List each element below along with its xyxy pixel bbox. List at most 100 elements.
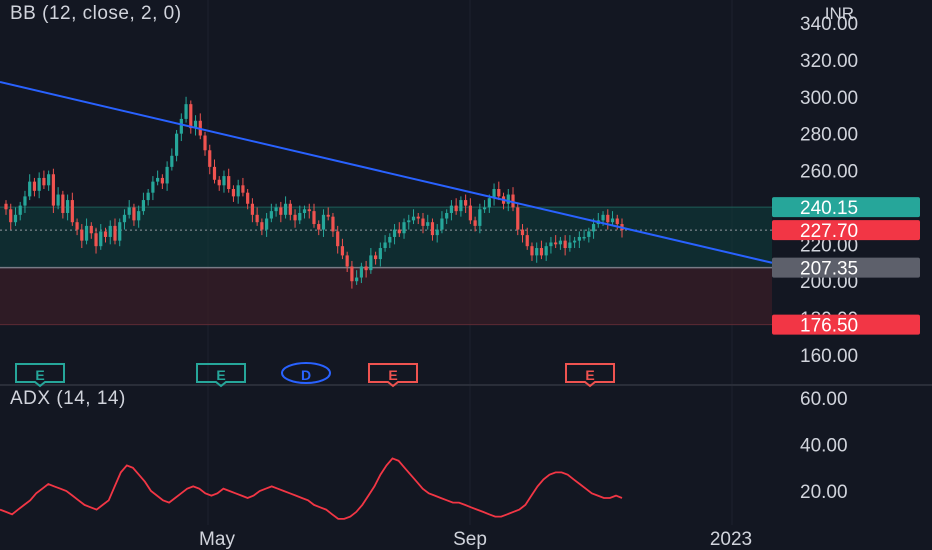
y-tick-label: 300.00 bbox=[800, 88, 858, 109]
candle bbox=[241, 185, 245, 193]
candle bbox=[260, 222, 264, 230]
candle bbox=[75, 222, 79, 230]
price-label-box bbox=[772, 197, 920, 218]
candle bbox=[113, 225, 117, 241]
candle bbox=[416, 216, 420, 219]
candle bbox=[4, 203, 8, 210]
candle bbox=[141, 200, 146, 212]
candle bbox=[331, 216, 335, 232]
event-marker-label: D bbox=[301, 367, 311, 383]
price-label: 207.35 bbox=[800, 259, 858, 280]
candle bbox=[392, 229, 397, 237]
candle bbox=[530, 246, 534, 256]
candle bbox=[350, 266, 354, 282]
candle bbox=[321, 214, 326, 230]
candle bbox=[539, 248, 544, 256]
candle bbox=[317, 224, 321, 230]
candle bbox=[525, 235, 529, 247]
candle bbox=[236, 185, 240, 197]
candle bbox=[89, 225, 93, 234]
candle bbox=[193, 120, 198, 129]
candle bbox=[355, 277, 359, 282]
candle bbox=[615, 218, 619, 225]
candle bbox=[66, 200, 70, 213]
candle bbox=[61, 194, 65, 213]
candle bbox=[28, 181, 32, 197]
candle bbox=[591, 224, 596, 232]
y-tick-label: 260.00 bbox=[800, 162, 858, 183]
candle bbox=[388, 236, 392, 243]
trendline[interactable] bbox=[0, 81, 773, 264]
adx-y-tick-label: 60.00 bbox=[800, 389, 848, 410]
candle bbox=[23, 196, 27, 206]
adx-label[interactable]: ADX (14, 14) bbox=[10, 388, 126, 409]
dividend-marker[interactable] bbox=[281, 362, 331, 384]
candle bbox=[122, 214, 127, 223]
candle bbox=[516, 207, 520, 230]
candle bbox=[9, 209, 13, 223]
candle bbox=[208, 150, 212, 167]
y-tick-label: 160.00 bbox=[800, 346, 858, 367]
candle bbox=[298, 212, 302, 221]
earnings-marker[interactable] bbox=[196, 363, 246, 388]
earnings-marker[interactable] bbox=[565, 363, 615, 388]
candle bbox=[378, 248, 382, 260]
candle bbox=[402, 222, 406, 234]
candle bbox=[32, 181, 37, 191]
candle bbox=[160, 177, 164, 184]
candle bbox=[137, 211, 141, 221]
candle bbox=[554, 242, 558, 245]
candle bbox=[203, 135, 207, 151]
adx-y-tick-label: 40.00 bbox=[800, 436, 848, 457]
x-tick-label: May bbox=[199, 529, 235, 550]
candle bbox=[99, 231, 103, 247]
price-label: 227.70 bbox=[800, 221, 858, 242]
candle bbox=[118, 222, 122, 241]
candle bbox=[231, 189, 236, 197]
candle bbox=[421, 218, 425, 226]
candle bbox=[407, 220, 411, 223]
candle bbox=[184, 104, 188, 119]
candle bbox=[610, 218, 615, 223]
candle bbox=[492, 189, 496, 199]
candle bbox=[56, 194, 60, 206]
candle bbox=[478, 209, 482, 226]
x-tick-label: 2023 bbox=[710, 529, 752, 550]
earnings-marker[interactable] bbox=[15, 363, 65, 388]
adx-line bbox=[0, 457, 623, 520]
candle bbox=[279, 207, 283, 215]
candle bbox=[582, 236, 586, 239]
candle bbox=[265, 218, 269, 230]
candle bbox=[84, 225, 89, 241]
candle bbox=[487, 198, 491, 208]
candle bbox=[520, 229, 525, 236]
bollinger-label[interactable]: BB (12, close, 2, 0) bbox=[10, 3, 182, 24]
candle bbox=[435, 229, 439, 236]
candle bbox=[246, 192, 250, 204]
candle bbox=[549, 242, 553, 247]
candle bbox=[37, 177, 41, 191]
earnings-marker[interactable] bbox=[368, 363, 418, 388]
candle bbox=[440, 218, 444, 230]
candle bbox=[464, 200, 468, 206]
candle bbox=[506, 194, 510, 204]
x-tick-label: Sep bbox=[453, 529, 487, 550]
candle bbox=[411, 216, 416, 221]
candle bbox=[293, 214, 297, 221]
candle bbox=[250, 203, 254, 215]
candle bbox=[359, 266, 363, 278]
candle bbox=[473, 220, 477, 226]
price-label-box bbox=[772, 257, 920, 278]
y-tick-label: 320.00 bbox=[800, 51, 858, 72]
candle bbox=[132, 207, 136, 221]
candle bbox=[511, 194, 515, 208]
price-label: 176.50 bbox=[800, 316, 858, 337]
candle bbox=[468, 205, 472, 221]
candle bbox=[307, 209, 311, 212]
candle bbox=[312, 211, 316, 225]
bollinger-band-upper-zone bbox=[0, 207, 772, 268]
candle bbox=[127, 207, 131, 215]
candle bbox=[103, 231, 108, 237]
candle bbox=[227, 176, 231, 189]
